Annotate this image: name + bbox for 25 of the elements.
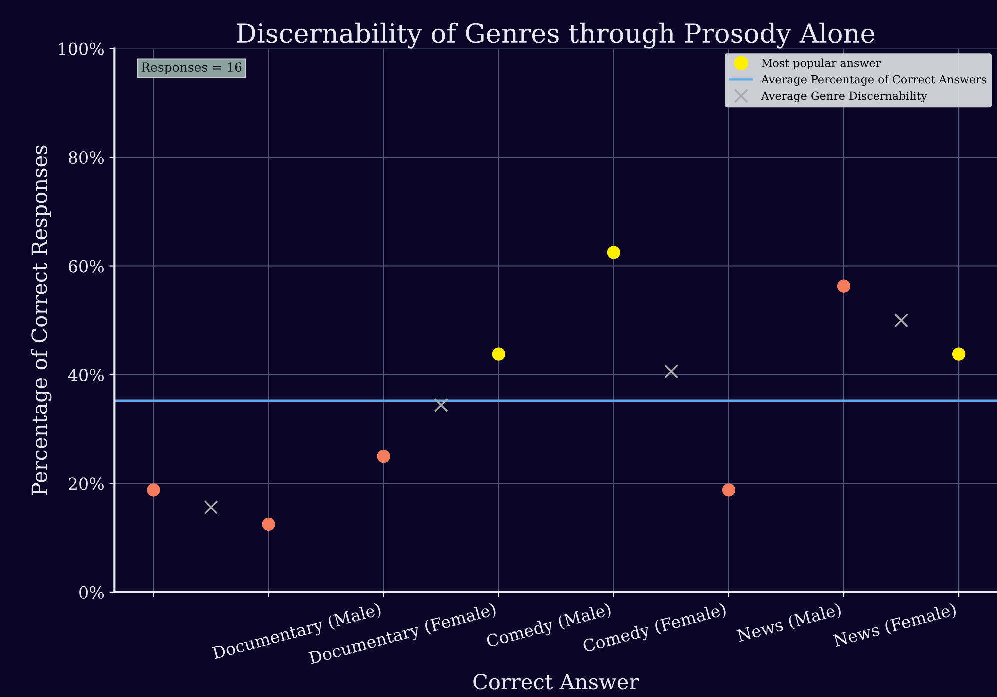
point xyxy=(837,280,851,293)
y-axis-title: Percentage of Correct Responses xyxy=(31,146,52,496)
point xyxy=(377,450,390,464)
point xyxy=(952,348,966,361)
legend-label: Average Genre Discernability xyxy=(761,92,928,102)
y-tick-label: 80% xyxy=(69,151,104,164)
point xyxy=(204,500,218,515)
y-tick-label: 0% xyxy=(80,586,104,600)
annotation: Responses = 16 xyxy=(142,62,242,74)
x-axis-title: Correct Answer xyxy=(474,674,640,690)
y-tick-label: 40% xyxy=(68,368,104,382)
legend-label: Most popular answer xyxy=(762,58,882,70)
y-tick-label: 60% xyxy=(69,260,104,273)
point xyxy=(492,348,506,361)
y-tick-label: 20% xyxy=(69,478,104,490)
point xyxy=(262,518,276,532)
point xyxy=(147,484,160,497)
point xyxy=(664,364,679,379)
legend-label: Average Percentage of Correct Answers xyxy=(761,75,986,86)
point xyxy=(607,246,621,260)
point xyxy=(722,484,736,497)
point xyxy=(434,398,448,413)
chart-title: Discernability of Genres through Prosody Alone xyxy=(237,22,875,49)
point xyxy=(894,314,909,328)
y-tick-label: 100% xyxy=(59,42,104,56)
